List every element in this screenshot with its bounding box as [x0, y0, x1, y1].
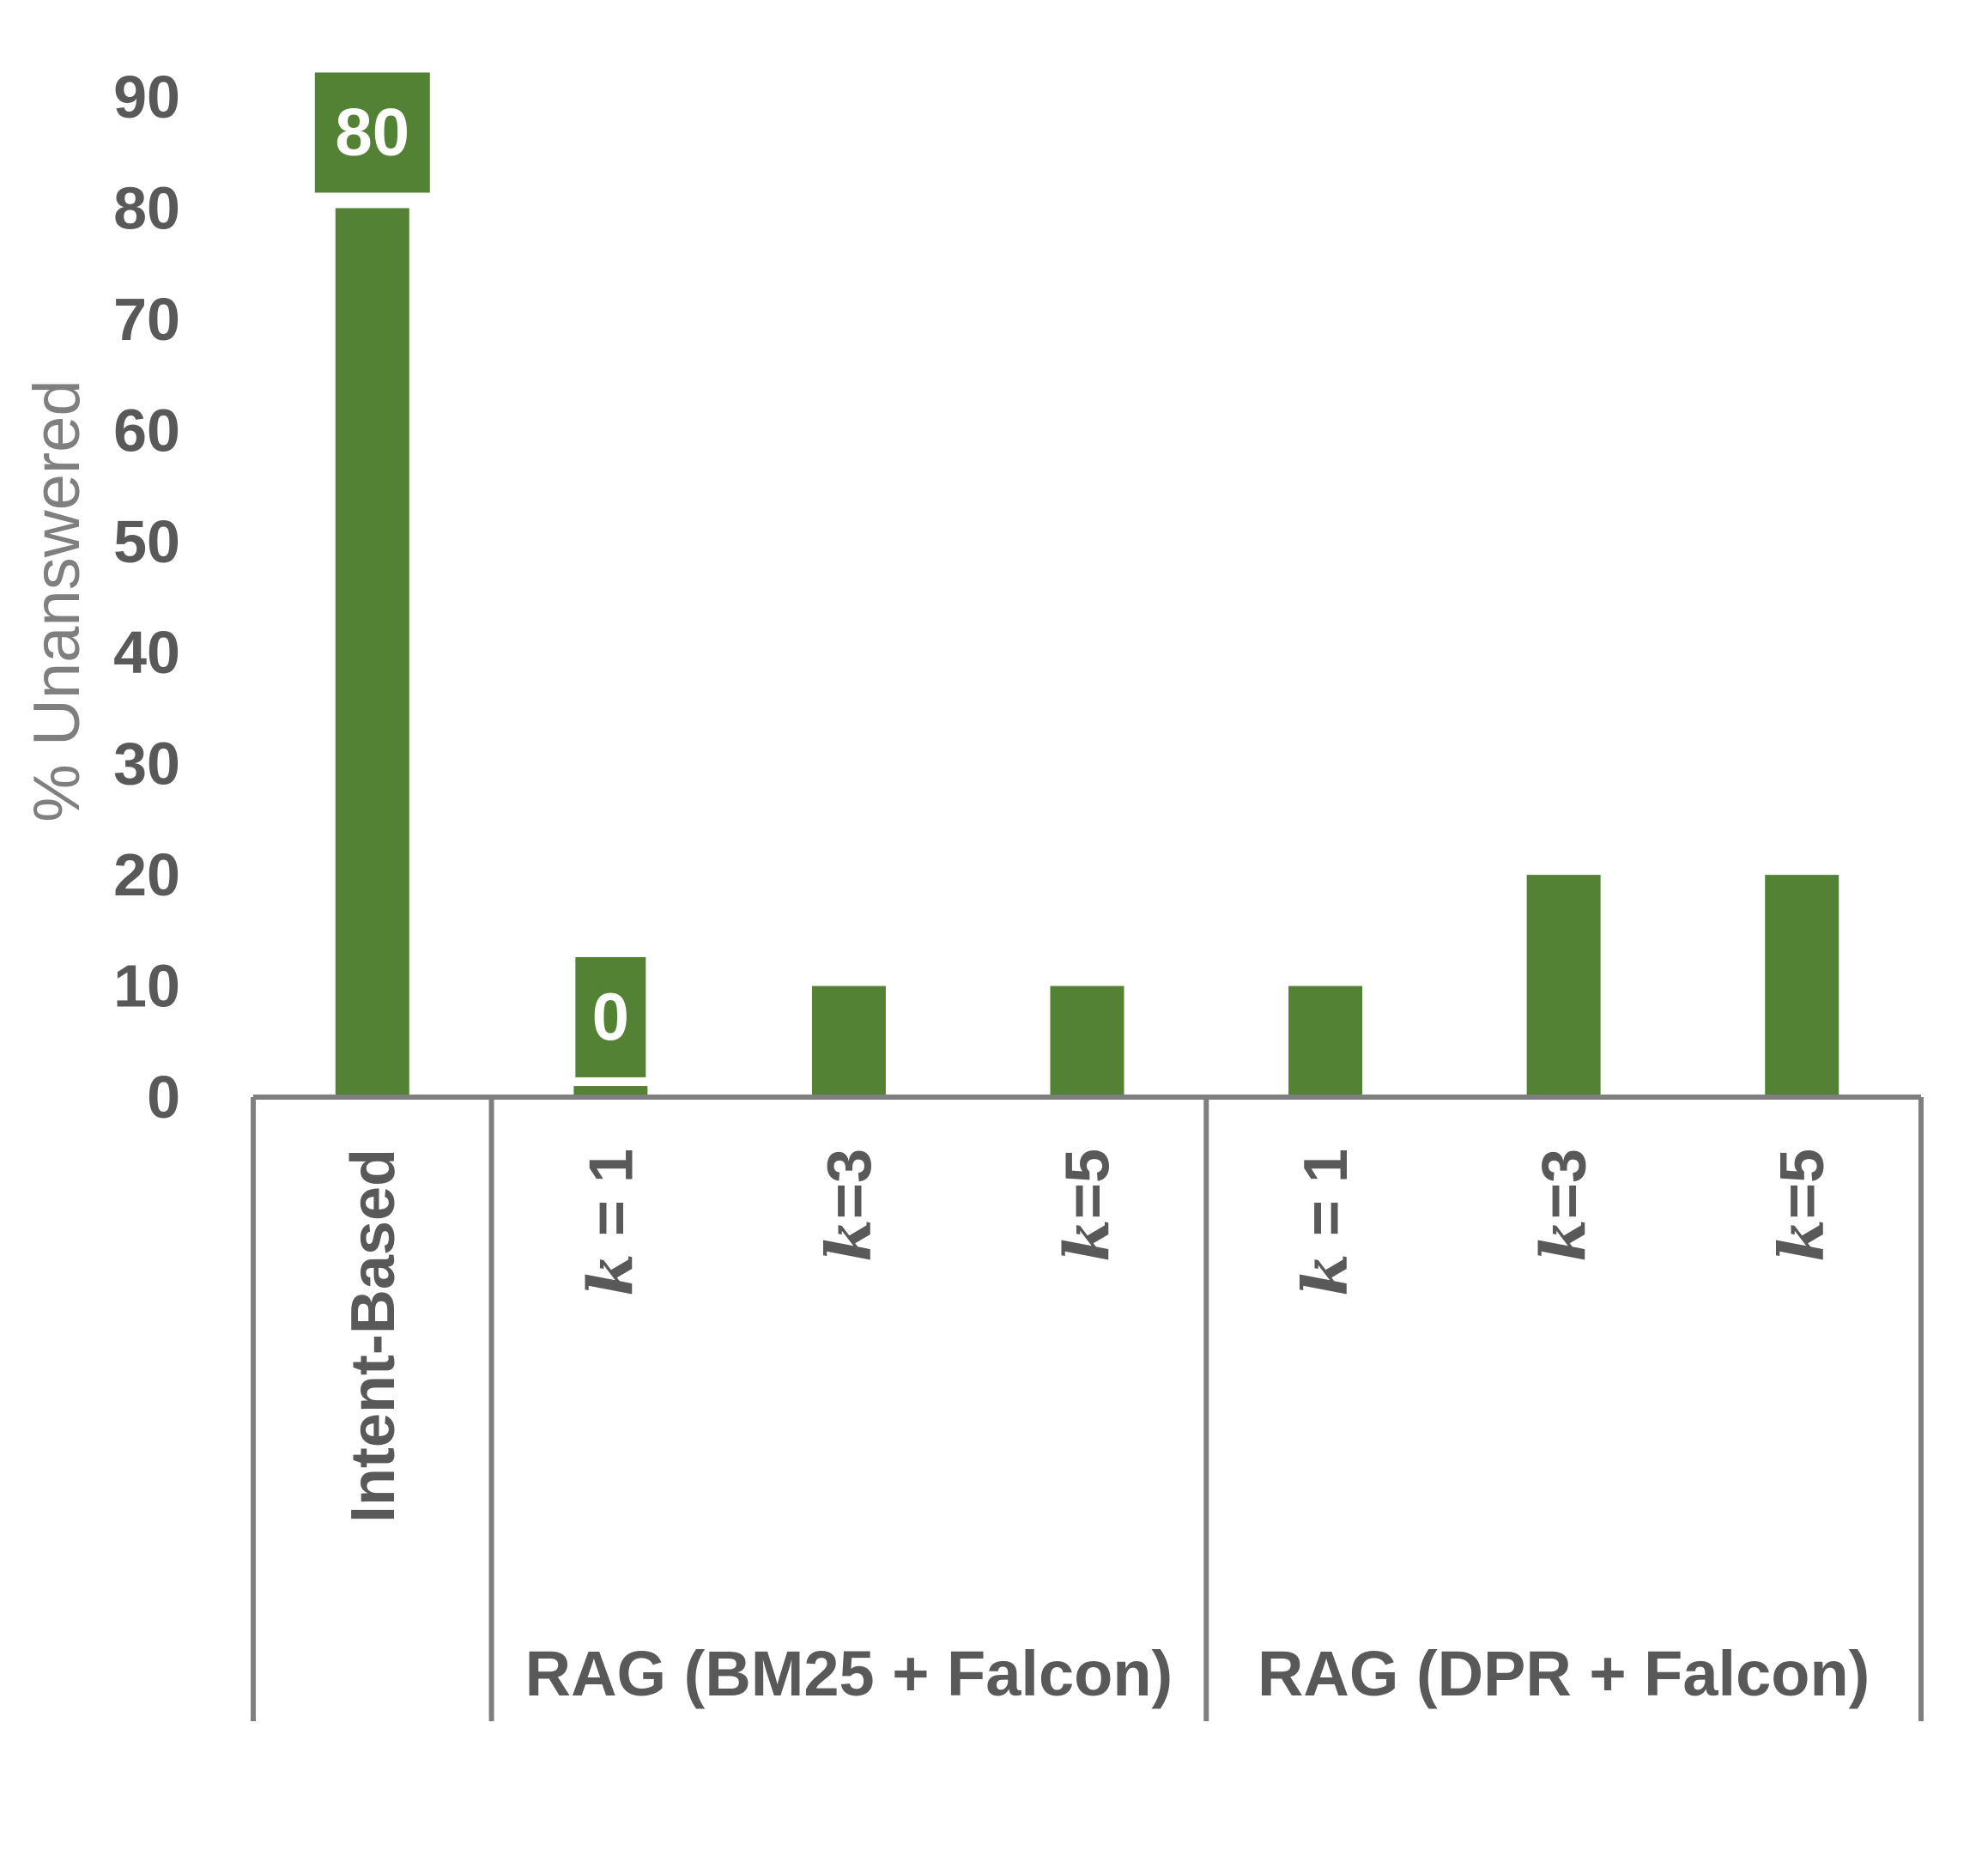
k-value: =5	[1768, 1149, 1837, 1219]
group-labels: RAG (BM25 + Falcon) RAG (DPR + Falcon)	[525, 1638, 1870, 1709]
data-label-box	[314, 72, 430, 193]
bar	[1765, 875, 1840, 1097]
k-value: =5	[1054, 1149, 1123, 1219]
k-variable: k	[812, 1219, 885, 1262]
category-label: k = 1	[1288, 1149, 1361, 1296]
y-tick-label: 20	[113, 841, 180, 908]
y-tick-label: 10	[113, 953, 180, 1020]
k-value: = 1	[577, 1149, 645, 1253]
bar	[1526, 875, 1601, 1097]
category-label: Intent-Based	[339, 1149, 408, 1523]
y-axis-label: % Unanswered	[21, 379, 94, 822]
y-tick-label: 60	[113, 397, 180, 464]
category-label: k=3	[1527, 1149, 1600, 1262]
group-label: RAG (BM25 + Falcon)	[525, 1638, 1173, 1709]
bar	[1050, 986, 1124, 1097]
y-tick-label: 90	[113, 64, 180, 130]
k-value: =3	[1530, 1149, 1599, 1219]
category-label: k=5	[1765, 1149, 1838, 1262]
y-tick-label: 30	[113, 731, 180, 798]
category-label: k = 1	[573, 1149, 646, 1296]
k-value: =3	[815, 1149, 884, 1219]
bar	[573, 1086, 648, 1097]
k-variable: k	[1765, 1219, 1838, 1262]
k-variable: k	[1051, 1219, 1124, 1262]
y-tick-label: 50	[113, 508, 180, 575]
y-tick-label: 0	[147, 1064, 180, 1131]
category-axis	[251, 1095, 1924, 1721]
data-label: 0	[592, 979, 629, 1054]
k-variable: k	[1288, 1253, 1361, 1296]
y-tick-label: 40	[113, 619, 180, 686]
category-label: k=5	[1051, 1149, 1124, 1262]
k-variable: k	[573, 1253, 646, 1296]
k-value: = 1	[1292, 1149, 1361, 1253]
bar	[811, 986, 886, 1097]
y-tick-label: 70	[113, 286, 180, 353]
data-label-box	[575, 956, 646, 1077]
y-tick-label: 80	[113, 174, 180, 241]
y-axis-ticks: 0 10 20 30 40 50 60 70 80 90	[113, 64, 180, 1131]
k-variable: k	[1527, 1219, 1600, 1262]
category-label: k=3	[812, 1149, 885, 1262]
category-labels: Intent-Based k = 1 k=3k=5k = 1 k=3k=5	[339, 1149, 1838, 1523]
bar	[1288, 986, 1363, 1097]
bars: 80 0	[314, 72, 1840, 1097]
bar	[335, 208, 409, 1097]
data-label: 80	[335, 94, 409, 169]
group-label: RAG (DPR + Falcon)	[1258, 1638, 1870, 1709]
